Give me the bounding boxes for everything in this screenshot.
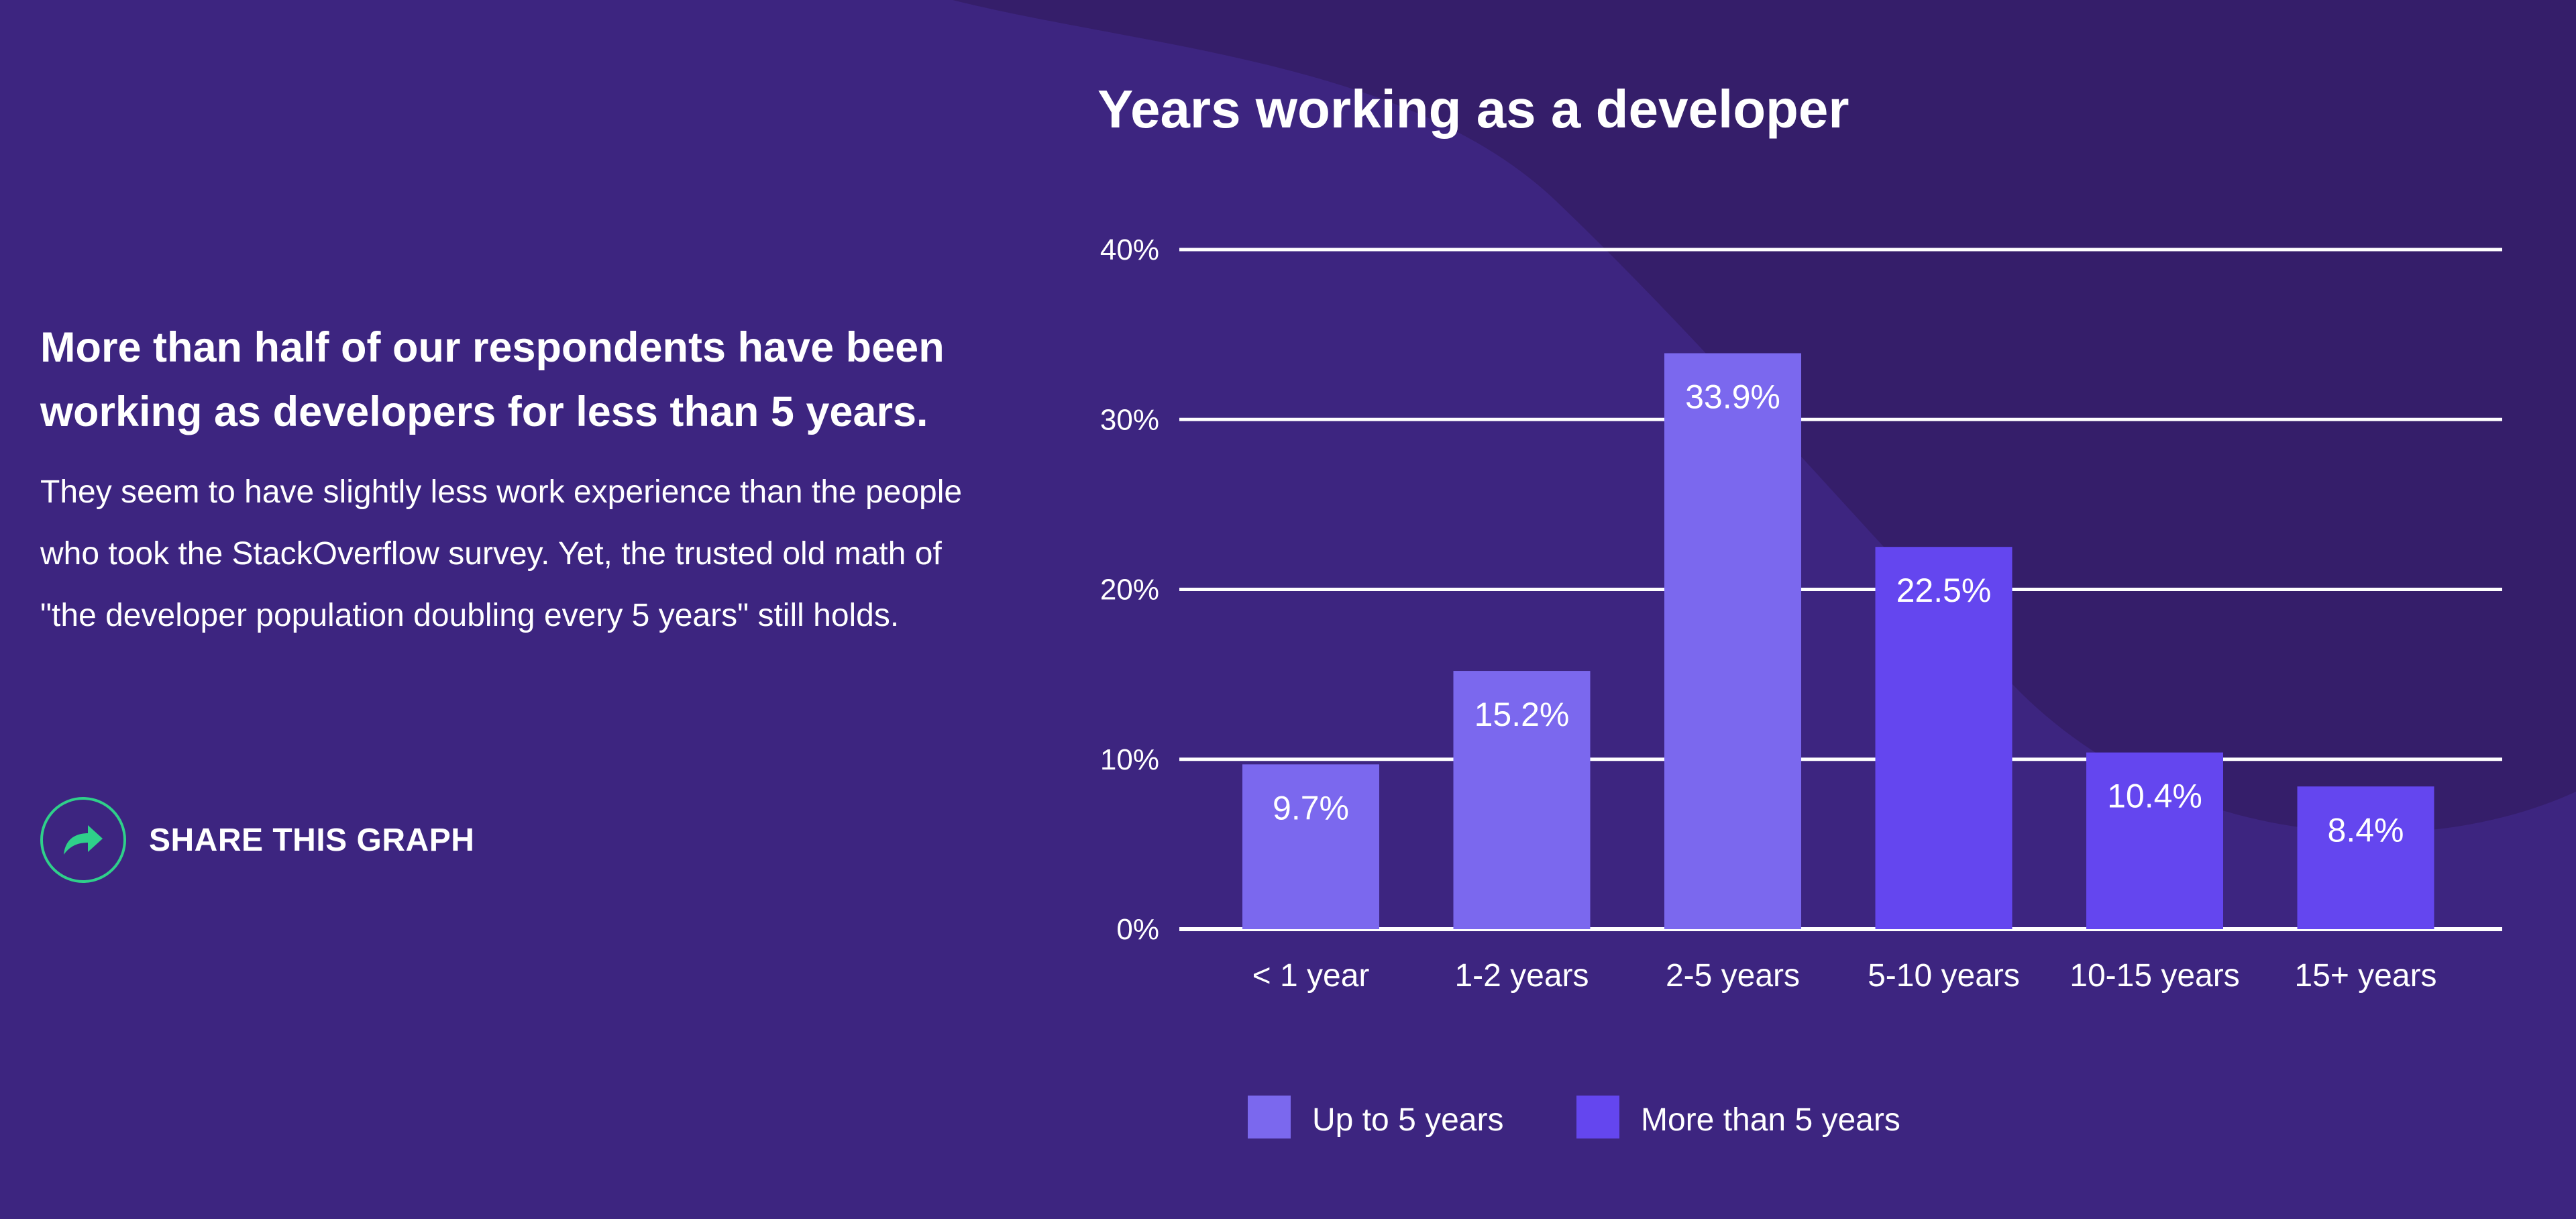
data-label: 9.7%	[1273, 789, 1349, 827]
data-label: 10.4%	[2107, 778, 2202, 815]
legend-swatch	[1576, 1096, 1619, 1138]
y-tick-label: 10%	[1100, 743, 1159, 776]
data-label: 15.2%	[1474, 696, 1570, 733]
bar	[1664, 353, 1801, 929]
bar	[1453, 671, 1591, 929]
x-category-label: < 1 year	[1252, 958, 1370, 994]
y-tick-label: 40%	[1100, 233, 1159, 266]
bar	[2086, 752, 2223, 929]
x-axis-categories: < 1 year 1-2 years 2-5 years 5-10 years 10-1…	[1252, 958, 2437, 994]
x-category-label: 15+ years	[2294, 958, 2436, 994]
y-tick-label: 30%	[1100, 403, 1159, 436]
data-label: 22.5%	[1896, 572, 1992, 609]
y-axis-ticks: 0% 10% 20% 30% 40%	[1100, 233, 1159, 946]
share-arrow-icon[interactable]	[40, 797, 126, 883]
legend: Up to 5 years More than 5 years	[1248, 1096, 1900, 1138]
bars	[1242, 353, 2434, 929]
data-label: 8.4%	[2328, 811, 2404, 849]
x-category-label: 5-10 years	[1868, 958, 2020, 994]
x-category-label: 1-2 years	[1454, 958, 1589, 994]
gridlines	[1179, 248, 2502, 931]
bar	[2297, 786, 2434, 929]
y-tick-label: 20%	[1100, 574, 1159, 606]
data-labels: 9.7% 15.2% 33.9% 22.5% 10.4% 8.4%	[1273, 378, 2404, 849]
chart-title: Years working as a developer	[1097, 79, 1849, 139]
legend-label: More than 5 years	[1641, 1102, 1900, 1138]
share-graph-button[interactable]: SHARE THIS GRAPH	[40, 797, 474, 883]
intro-panel: More than half of our respondents have b…	[40, 315, 1006, 647]
intro-body: They seem to have slightly less work exp…	[40, 474, 963, 633]
legend-swatch	[1248, 1096, 1291, 1138]
bar	[1242, 764, 1379, 929]
x-category-label: 10-15 years	[2070, 958, 2239, 994]
bar	[1875, 547, 2012, 929]
legend-label: Up to 5 years	[1312, 1102, 1503, 1138]
share-graph-label: SHARE THIS GRAPH	[149, 822, 475, 858]
x-category-label: 2-5 years	[1666, 958, 1800, 994]
y-tick-label: 0%	[1116, 913, 1159, 946]
data-label: 33.9%	[1685, 378, 1780, 415]
intro-headline: More than half of our respondents have b…	[40, 324, 945, 435]
